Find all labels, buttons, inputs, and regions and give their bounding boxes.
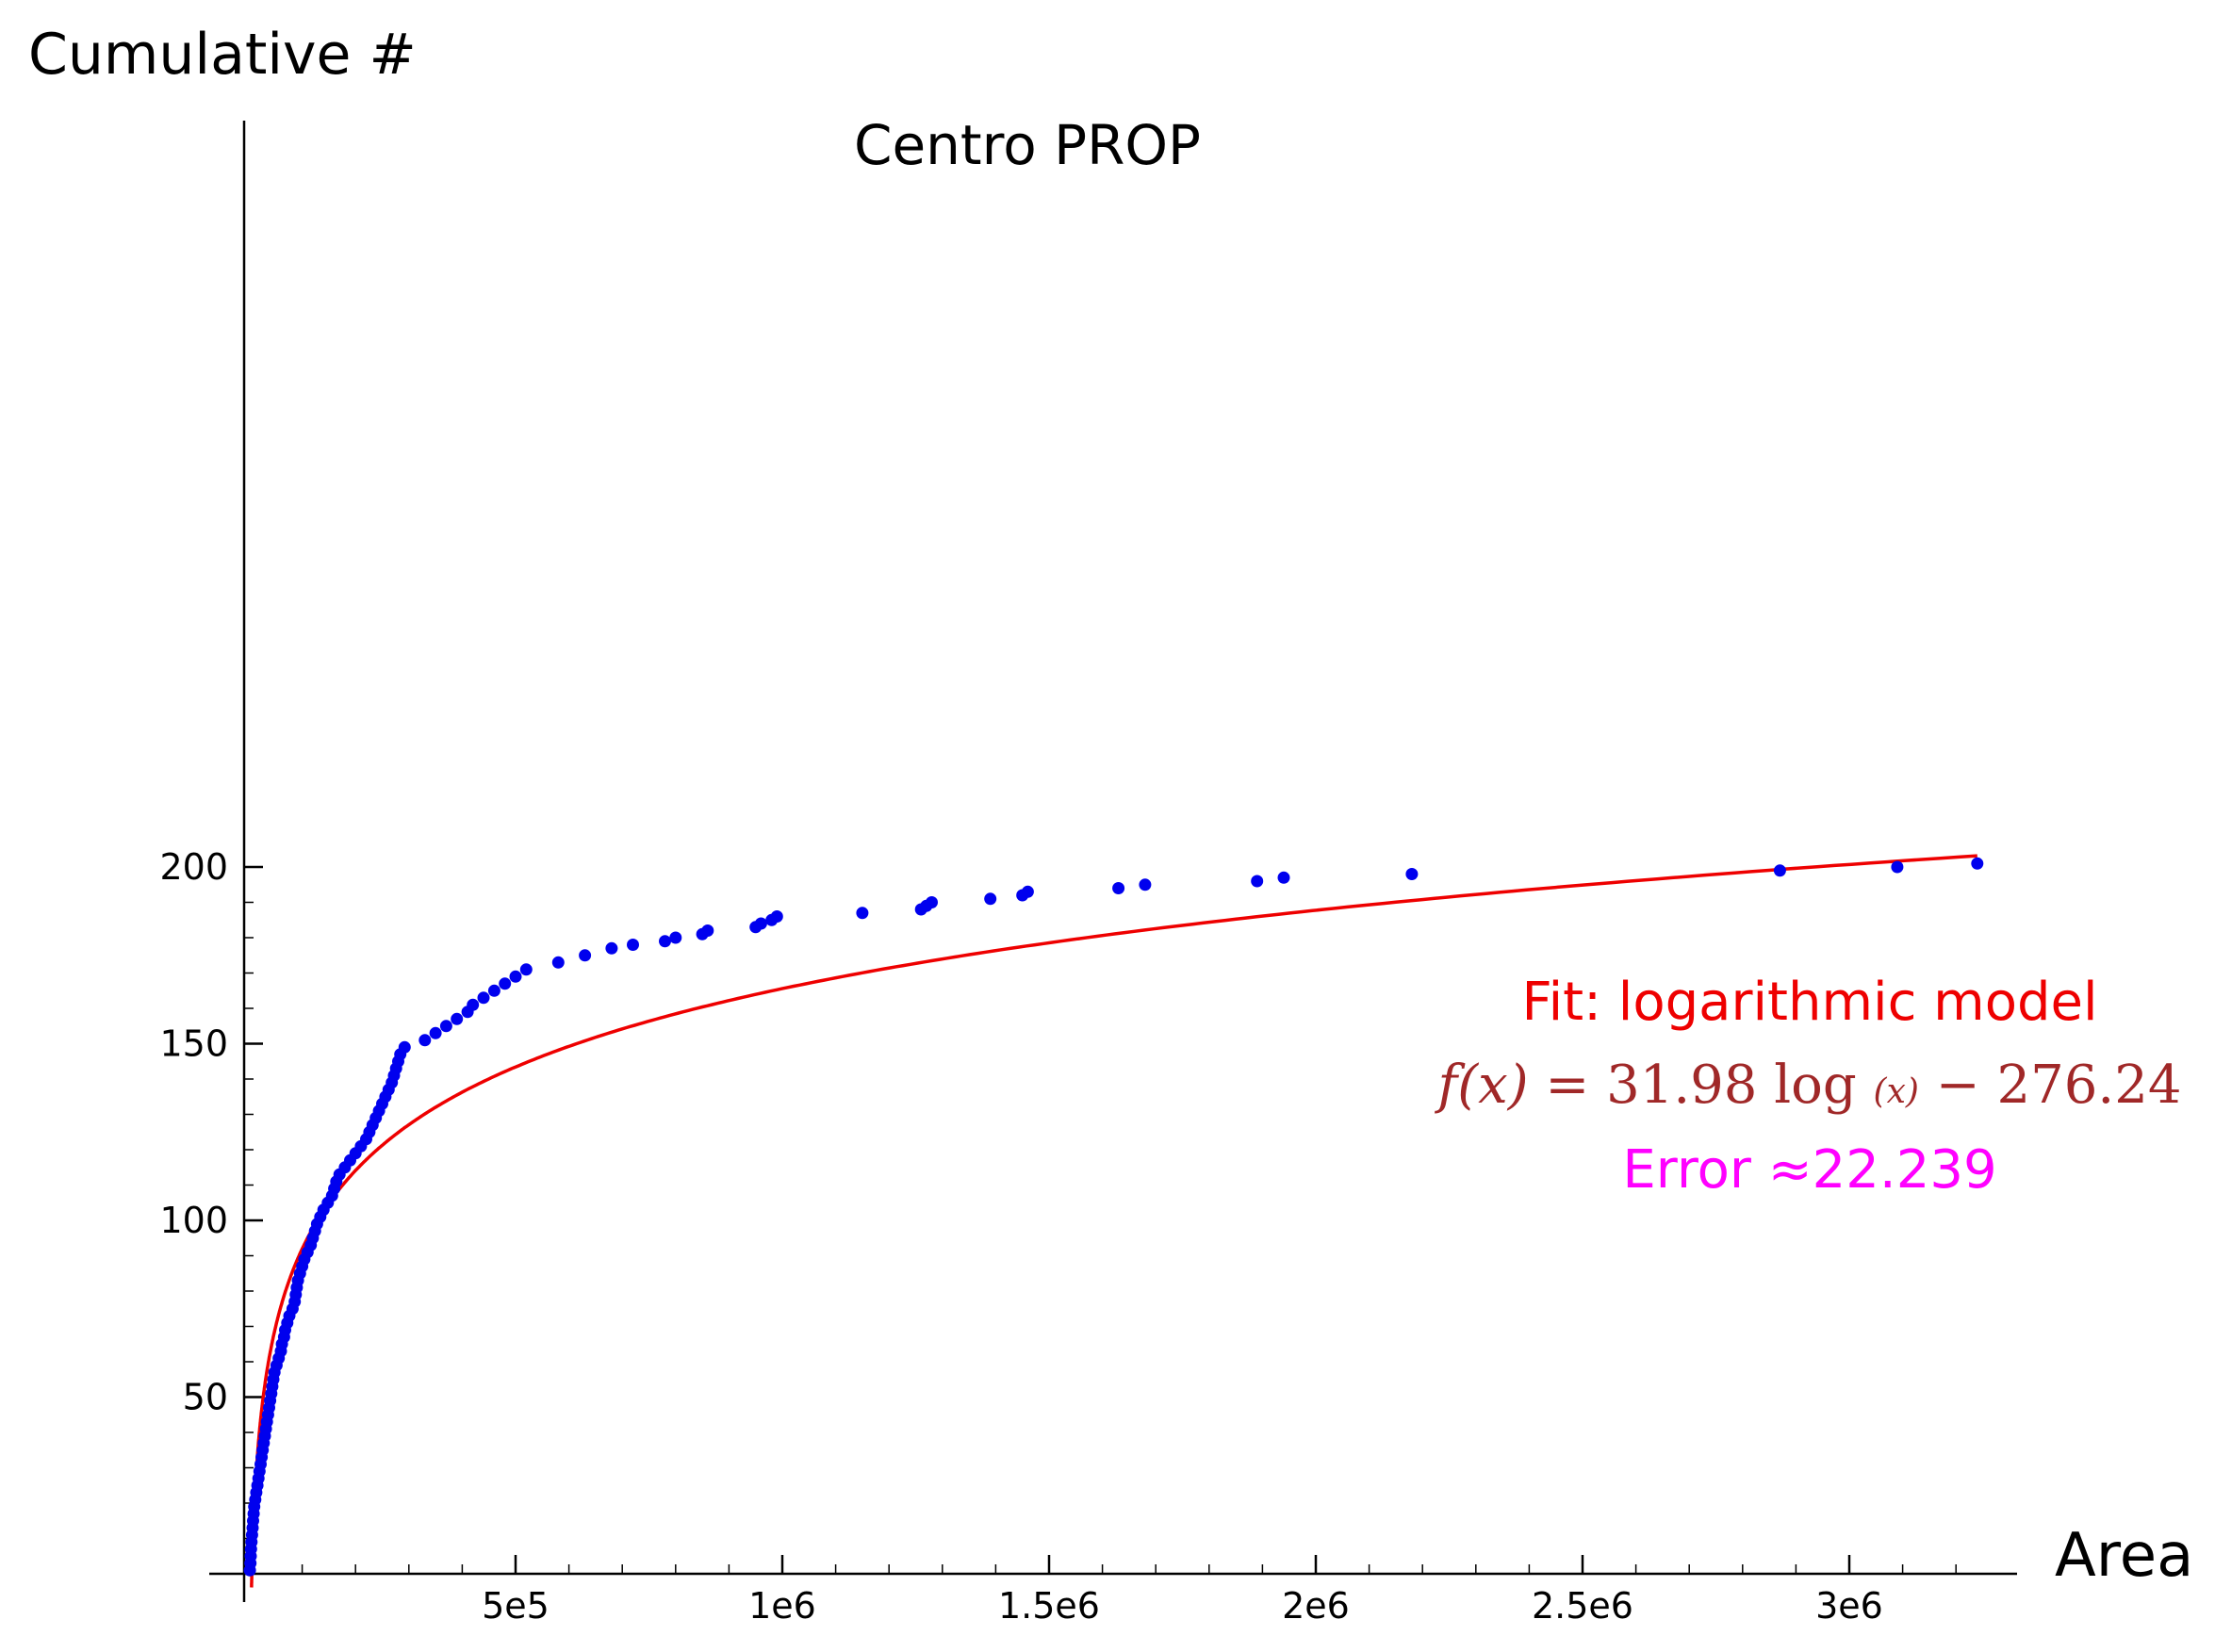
x-tick-label: 5e5 bbox=[482, 1585, 550, 1627]
data-point bbox=[1405, 868, 1419, 880]
x-tick-label: 2.5e6 bbox=[1532, 1585, 1633, 1627]
data-point bbox=[1021, 885, 1034, 898]
data-point bbox=[770, 910, 783, 923]
x-ticks: 5e5 1e6 1.5e6 2e6 2.5e6 3e6 bbox=[482, 1555, 1883, 1627]
y-ticks: 50 100 150 200 bbox=[159, 846, 263, 1418]
data-point bbox=[701, 924, 714, 937]
data-point bbox=[627, 939, 639, 951]
formula-equals: = bbox=[1545, 1055, 1589, 1116]
y-tick-label: 200 bbox=[159, 846, 228, 888]
data-point bbox=[418, 1034, 432, 1047]
data-point bbox=[451, 1012, 464, 1025]
data-point bbox=[439, 1020, 452, 1033]
chart-title: Centro PROP bbox=[854, 113, 1201, 177]
data-point bbox=[509, 970, 522, 983]
formula-lhs: f(x) bbox=[1435, 1055, 1529, 1116]
x-tick-label: 1e6 bbox=[748, 1585, 816, 1627]
minor-ticks bbox=[244, 901, 1957, 1574]
data-point bbox=[477, 991, 490, 1005]
data-point bbox=[659, 935, 671, 948]
x-axis-label: Area bbox=[2055, 1521, 2193, 1591]
data-point bbox=[467, 998, 480, 1011]
formula-arg: (x) bbox=[1874, 1072, 1919, 1111]
x-tick-label: 3e6 bbox=[1815, 1585, 1883, 1627]
data-point bbox=[856, 907, 869, 920]
data-point bbox=[579, 949, 592, 962]
formula-const: 276.24 bbox=[1997, 1055, 2182, 1116]
data-points bbox=[243, 857, 1984, 1577]
fit-formula: f(x) = 31.98 log (x) − 276.24 bbox=[1435, 1055, 2182, 1116]
data-point bbox=[1112, 882, 1125, 894]
y-tick-label: 150 bbox=[159, 1023, 228, 1065]
data-point bbox=[499, 977, 512, 990]
data-point bbox=[669, 931, 682, 944]
fit-label: Fit: logarithmic model bbox=[1521, 972, 2097, 1033]
data-point bbox=[1277, 871, 1290, 884]
data-point bbox=[429, 1026, 442, 1039]
axes bbox=[209, 121, 2017, 1602]
data-point bbox=[519, 963, 533, 976]
data-point bbox=[984, 892, 997, 906]
data-point bbox=[605, 941, 618, 955]
fit-curve bbox=[250, 854, 1977, 1588]
formula-log: log bbox=[1774, 1055, 1856, 1116]
data-point bbox=[926, 896, 938, 908]
y-tick-label: 50 bbox=[183, 1377, 228, 1418]
data-point bbox=[1773, 864, 1786, 877]
error-label: Error ≈22.239 bbox=[1622, 1139, 1996, 1201]
data-point bbox=[398, 1040, 411, 1054]
data-point bbox=[1971, 857, 1984, 870]
data-point bbox=[1251, 875, 1264, 888]
formula-coeff: 31.98 bbox=[1606, 1055, 1757, 1116]
y-tick-label: 100 bbox=[159, 1200, 228, 1241]
data-point bbox=[1891, 860, 1904, 874]
data-point bbox=[1139, 878, 1152, 891]
x-tick-label: 2e6 bbox=[1282, 1585, 1350, 1627]
formula-minus: − bbox=[1936, 1055, 1980, 1116]
data-point bbox=[754, 917, 767, 930]
data-point bbox=[551, 956, 565, 969]
x-tick-label: 1.5e6 bbox=[998, 1585, 1100, 1627]
y-axis-label: Cumulative # bbox=[28, 22, 417, 88]
data-point bbox=[487, 984, 500, 997]
